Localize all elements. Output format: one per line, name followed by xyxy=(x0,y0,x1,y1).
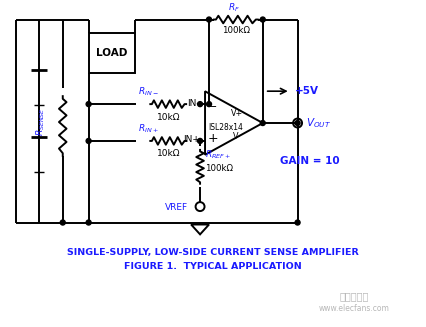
Circle shape xyxy=(295,121,300,126)
Text: V+: V+ xyxy=(231,109,243,118)
Circle shape xyxy=(207,17,211,22)
Text: IN-: IN- xyxy=(187,99,200,108)
Circle shape xyxy=(86,220,91,225)
Circle shape xyxy=(260,121,265,126)
Text: $R_{IN+}$: $R_{IN+}$ xyxy=(138,123,159,135)
Text: V-: V- xyxy=(233,132,241,142)
Text: $R_{IN-}$: $R_{IN-}$ xyxy=(138,86,159,98)
Text: SINGLE-SUPPLY, LOW-SIDE CURRENT SENSE AMPLIFIER: SINGLE-SUPPLY, LOW-SIDE CURRENT SENSE AM… xyxy=(67,248,359,257)
Text: www.elecfans.com: www.elecfans.com xyxy=(319,303,390,313)
Circle shape xyxy=(60,220,65,225)
Circle shape xyxy=(260,17,265,22)
Text: FIGURE 1.  TYPICAL APPLICATION: FIGURE 1. TYPICAL APPLICATION xyxy=(124,262,302,271)
Text: 10kΩ: 10kΩ xyxy=(156,112,180,122)
Circle shape xyxy=(207,102,211,107)
Text: 100kΩ: 100kΩ xyxy=(222,26,250,35)
Text: $R_{SENSE}$: $R_{SENSE}$ xyxy=(35,107,47,135)
Text: 100kΩ: 100kΩ xyxy=(205,164,233,173)
Circle shape xyxy=(86,102,91,107)
Text: LOAD: LOAD xyxy=(96,48,127,59)
Text: VREF: VREF xyxy=(165,203,188,212)
Text: ISL28x14: ISL28x14 xyxy=(208,123,243,131)
Text: +: + xyxy=(208,132,218,145)
Text: $V_{OUT}$: $V_{OUT}$ xyxy=(305,116,331,130)
Circle shape xyxy=(295,220,300,225)
Text: GAIN = 10: GAIN = 10 xyxy=(280,156,340,166)
Bar xyxy=(89,33,135,73)
Circle shape xyxy=(86,138,91,144)
Text: 电子发烧网: 电子发烧网 xyxy=(340,291,369,301)
Circle shape xyxy=(198,102,202,107)
Text: +5V: +5V xyxy=(295,86,319,96)
Text: IN+: IN+ xyxy=(183,135,200,145)
Text: $R_{REF+}$: $R_{REF+}$ xyxy=(205,148,231,161)
Text: $R_F$: $R_F$ xyxy=(228,1,240,14)
Circle shape xyxy=(198,138,202,144)
Text: 10kΩ: 10kΩ xyxy=(156,149,180,158)
Text: −: − xyxy=(208,102,218,112)
